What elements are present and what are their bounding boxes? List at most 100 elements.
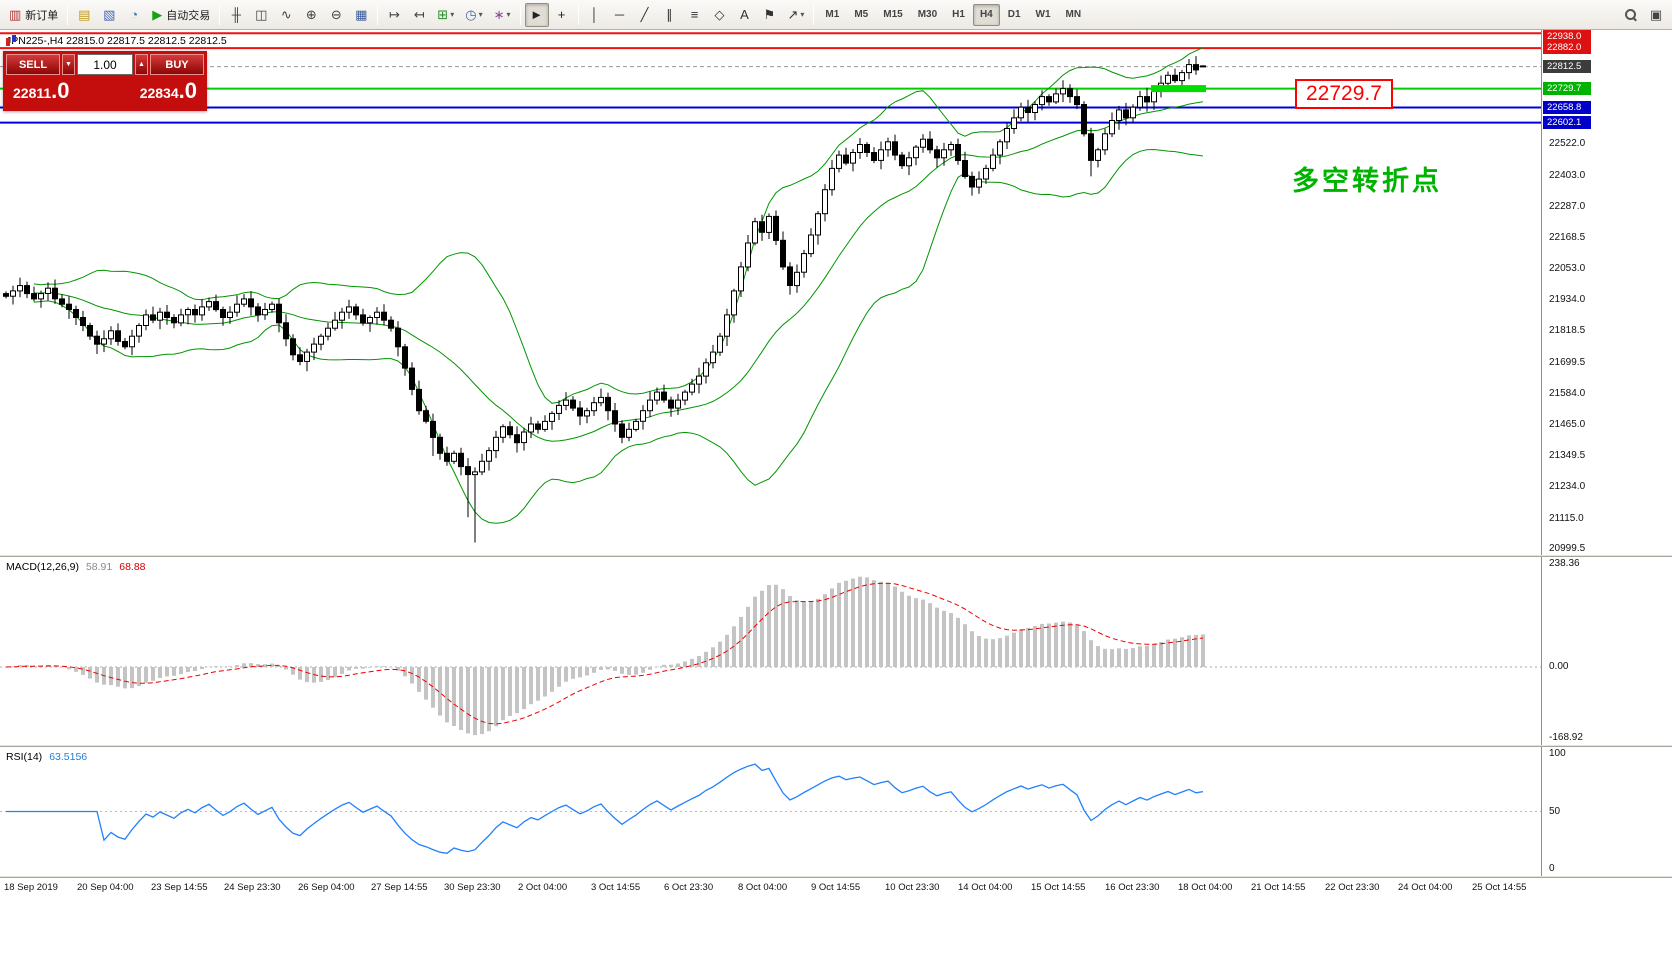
zoom-out-icon: ⊖ [330, 7, 342, 22]
macd-main-value: 58.91 [85, 561, 113, 573]
dropdown-arrow-icon: ▾ [450, 10, 455, 19]
crosshair-button[interactable]: + [550, 3, 574, 27]
timeframe-m5-button[interactable]: M5 [854, 9, 869, 20]
auto-trading-button-label: 自动交易 [166, 9, 211, 22]
timeframe-mn-button[interactable]: MN [1065, 9, 1082, 20]
price-annotation-box[interactable]: 22729.7 [1295, 79, 1393, 109]
time-axis-label: 2 Oct 04:00 [518, 882, 568, 893]
time-axis-label: 14 Oct 04:00 [958, 882, 1013, 893]
candlestick-chart-button[interactable]: ◫ [249, 3, 273, 27]
rsi-axis: 100 50 0 [1541, 747, 1672, 876]
line-chart-icon: ∿ [280, 7, 292, 22]
line-chart-button[interactable]: ∿ [274, 3, 298, 27]
time-axis-label: 6 Oct 23:30 [664, 882, 714, 893]
text-button[interactable]: A [733, 3, 757, 27]
sell-button[interactable]: SELL [6, 54, 60, 75]
chart-title-bar: JPN225-,H4 22815.0 22817.5 22812.5 22812… [6, 35, 227, 47]
auto-trading-button[interactable]: ▶ 自动交易 [147, 3, 215, 27]
timeframe-m30-button[interactable]: M30 [917, 9, 938, 20]
time-axis-label: 18 Oct 04:00 [1178, 882, 1233, 893]
rsi-tick: 100 [1549, 748, 1566, 759]
macd-tick: 0.00 [1549, 661, 1569, 672]
macd-signal-value: 68.88 [119, 561, 146, 573]
new-order-button-label: 新订单 [25, 9, 59, 22]
time-axis[interactable]: 18 Sep 2019 20 Sep 04:00 23 Sep 14:55 24 Se… [0, 878, 1672, 955]
price-decimal: .0 [178, 78, 197, 103]
volume-increase-button[interactable]: ▲ [135, 54, 148, 75]
toolbar-separator [519, 4, 521, 25]
text-label-button[interactable]: ⚑ [758, 3, 782, 27]
toolbar-separator [219, 4, 221, 25]
arrows-button[interactable]: ↗ ▾ [783, 3, 810, 27]
search-button[interactable] [1619, 3, 1643, 27]
time-axis-label: 10 Oct 23:30 [885, 882, 940, 893]
windows-icon: ▣ [1649, 7, 1663, 22]
periods-button[interactable]: ◷ ▾ [460, 3, 487, 27]
time-axis-label: 20 Sep 04:00 [77, 882, 134, 893]
toolbar-separator [577, 4, 579, 25]
trade-panel-controls: SELL ▼ 1.00 ▲ BUY [6, 54, 204, 75]
bar-chart-button[interactable]: ╫ [224, 3, 248, 27]
price-tick: 21115.0 [1549, 513, 1584, 524]
grid-button[interactable]: ▦ [349, 3, 373, 27]
timeframe-h4-button[interactable]: H4 [972, 3, 1000, 26]
new-order-button[interactable]: ▥ 新订单 [4, 3, 63, 27]
panel-divider[interactable] [0, 876, 1672, 878]
volume-decrease-icon: ▼ [65, 61, 72, 68]
macd-panel[interactable]: MACD(12,26,9) 58.91 68.88 238.36 0.00 -168… [0, 557, 1672, 745]
text-icon: A [740, 7, 749, 22]
profiles-icon: ▧ [103, 7, 116, 22]
indicators-button[interactable]: ∗ ▾ [489, 3, 516, 27]
horizontal-line-button[interactable]: ─ [608, 3, 632, 27]
level-price-badge: 22658.8 [1543, 101, 1591, 114]
timeframe-h1-button[interactable]: H1 [952, 9, 965, 20]
fibonacci-button[interactable]: ≡ [683, 3, 707, 27]
timeframe-m1-button[interactable]: M1 [825, 9, 840, 20]
main-chart-panel[interactable]: JPN225-,H4 22815.0 22817.5 22812.5 22812… [0, 30, 1672, 555]
crosshair-icon: + [557, 7, 566, 22]
channel-button[interactable]: ∥ [658, 3, 682, 27]
dropdown-arrow-icon: ▾ [800, 10, 805, 19]
buy-button[interactable]: BUY [150, 54, 204, 75]
windows-button[interactable]: ▣ [1644, 3, 1668, 27]
new-window-button[interactable]: ⊞ ▾ [432, 3, 459, 27]
chart-shift-button[interactable]: ↤ [407, 3, 431, 27]
shapes-button[interactable]: ◇ [708, 3, 732, 27]
timeframe-w1-button[interactable]: W1 [1035, 9, 1051, 20]
candlestick-chart[interactable] [0, 30, 1541, 555]
zoom-out-button[interactable]: ⊖ [324, 3, 348, 27]
price-tick: 21699.5 [1549, 357, 1586, 368]
new-chart-button[interactable]: ▤ [72, 3, 96, 27]
zoom-in-button[interactable]: ⊕ [299, 3, 323, 27]
auto-scroll-button[interactable]: ↦ [382, 3, 406, 27]
panel-divider[interactable] [0, 745, 1672, 747]
toolbar-separator [377, 4, 379, 25]
refresh-button[interactable]: ◔ [122, 3, 146, 27]
trade-panel-prices: 22811.0 22834.0 [6, 75, 204, 104]
new-chart-icon: ▤ [78, 7, 91, 22]
candlestick-icon: ◫ [255, 7, 268, 22]
rsi-panel[interactable]: RSI(14) 63.5156 100 50 0 [0, 747, 1672, 876]
toolbar-separator [67, 4, 69, 25]
vertical-line-button[interactable]: │ [583, 3, 607, 27]
timeframe-m15-button[interactable]: M15 [883, 9, 903, 20]
price-tick: 22287.0 [1549, 201, 1586, 212]
trendline-button[interactable]: ╱ [633, 3, 657, 27]
rsi-name: RSI(14) [6, 751, 43, 763]
chart-ohlc-title: JPN225-,H4 22815.0 22817.5 22812.5 22812… [6, 35, 227, 47]
price-axis[interactable]: 22522.0 22403.0 22287.0 22168.5 22053.0 21934… [1541, 30, 1672, 555]
cursor-button[interactable]: ► [524, 2, 549, 27]
panel-divider[interactable] [0, 555, 1672, 557]
fibonacci-icon: ≡ [690, 7, 699, 22]
volume-decrease-button[interactable]: ▼ [62, 54, 75, 75]
volume-input[interactable]: 1.00 [77, 54, 133, 75]
indicators-icon: ∗ [493, 7, 505, 22]
timeframe-d1-button[interactable]: D1 [1007, 9, 1021, 20]
chart-shift-icon: ↤ [413, 7, 425, 22]
profiles-button[interactable]: ▧ [97, 3, 121, 27]
new-window-icon: ⊞ [437, 7, 449, 22]
chinese-annotation-text[interactable]: 多空转折点 [1292, 166, 1442, 196]
auto-scroll-icon: ↦ [388, 7, 400, 22]
price-tick: 20999.5 [1549, 543, 1586, 554]
